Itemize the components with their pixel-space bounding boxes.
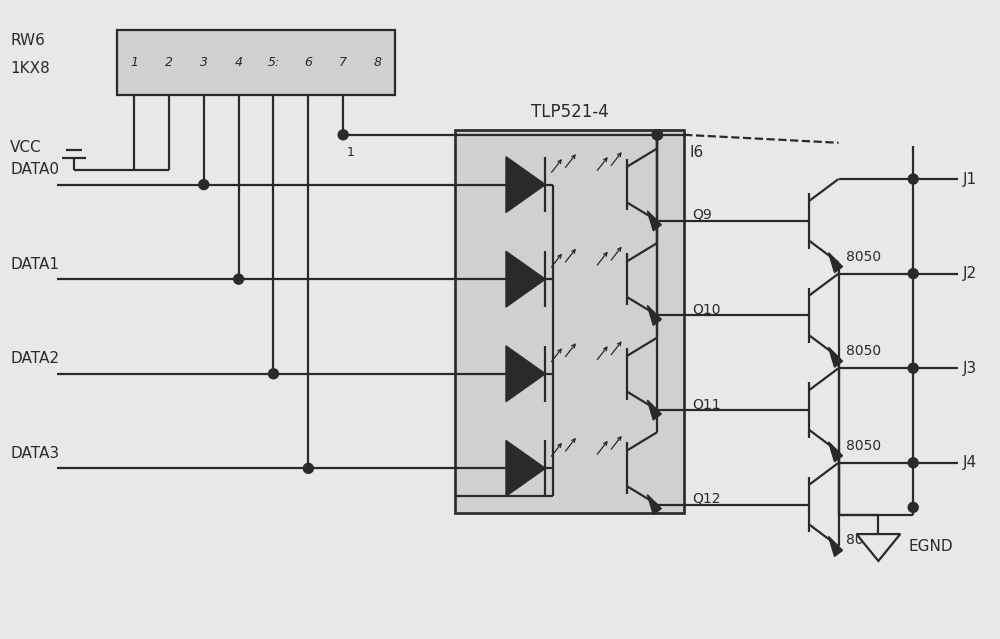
Polygon shape	[647, 495, 661, 514]
Text: RW6: RW6	[10, 33, 45, 48]
Text: Q9: Q9	[692, 208, 712, 222]
Text: 4: 4	[235, 56, 243, 69]
Polygon shape	[506, 440, 545, 497]
Text: 8050: 8050	[846, 534, 882, 548]
Text: 2: 2	[165, 56, 173, 69]
Circle shape	[652, 130, 662, 140]
Polygon shape	[829, 537, 843, 557]
Text: J1: J1	[963, 171, 977, 187]
Polygon shape	[506, 157, 545, 212]
Text: J4: J4	[963, 455, 977, 470]
Polygon shape	[647, 400, 661, 420]
Text: 3: 3	[200, 56, 208, 69]
Text: DATA0: DATA0	[10, 162, 59, 177]
Text: 8: 8	[374, 56, 382, 69]
Text: 7: 7	[339, 56, 347, 69]
Text: 6: 6	[304, 56, 312, 69]
Text: VCC: VCC	[10, 140, 42, 155]
Circle shape	[234, 274, 244, 284]
Polygon shape	[856, 534, 900, 561]
Text: Q10: Q10	[692, 302, 721, 316]
Text: Q12: Q12	[692, 491, 721, 505]
Circle shape	[338, 130, 348, 140]
Polygon shape	[829, 442, 843, 462]
Text: TLP521-4: TLP521-4	[531, 103, 609, 121]
Text: 5:: 5:	[267, 56, 280, 69]
Polygon shape	[647, 305, 661, 325]
Text: DATA1: DATA1	[10, 257, 59, 272]
Circle shape	[303, 463, 313, 473]
Circle shape	[199, 180, 209, 190]
Circle shape	[652, 130, 662, 140]
Text: 8050: 8050	[846, 250, 882, 264]
Text: 8050: 8050	[846, 344, 882, 358]
Circle shape	[908, 363, 918, 373]
Polygon shape	[506, 251, 545, 307]
Circle shape	[652, 130, 662, 140]
Text: 1KX8: 1KX8	[10, 61, 50, 75]
Text: Q11: Q11	[692, 397, 721, 411]
Text: 8050: 8050	[846, 439, 882, 453]
Text: 1: 1	[347, 146, 355, 159]
Bar	[117, 30, 395, 95]
Polygon shape	[506, 346, 545, 402]
Text: 1: 1	[130, 56, 138, 69]
Circle shape	[652, 130, 662, 140]
Text: I6: I6	[689, 145, 703, 160]
Text: DATA3: DATA3	[10, 446, 59, 461]
Polygon shape	[829, 252, 843, 273]
Circle shape	[908, 268, 918, 279]
Polygon shape	[647, 211, 661, 231]
Circle shape	[908, 458, 918, 468]
Text: EGND: EGND	[908, 539, 953, 553]
Text: J2: J2	[963, 266, 977, 281]
Text: J3: J3	[963, 360, 977, 376]
Circle shape	[269, 369, 278, 379]
Polygon shape	[829, 347, 843, 367]
Text: DATA2: DATA2	[10, 351, 59, 366]
Circle shape	[908, 174, 918, 184]
Bar	[455, 130, 684, 513]
Circle shape	[908, 502, 918, 512]
